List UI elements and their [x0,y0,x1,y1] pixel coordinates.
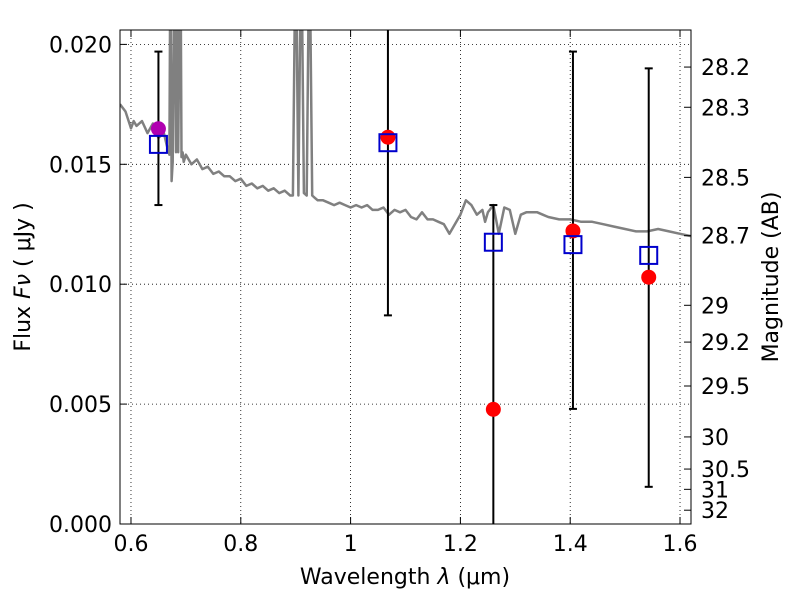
magnitude-tick-label: 29.2 [701,331,750,356]
y-tick-label: 0.005 [49,393,112,418]
model-point [639,245,659,265]
grid [120,30,691,525]
model-points [148,133,659,265]
model-point [563,235,583,255]
x-tick-label: 0.8 [223,532,258,557]
tick-labels: 0.6 0.8 1 1.2 1.4 1.6 0.000 0.005 0.010 0.015 0.02… [49,33,750,557]
plot-frame [119,29,692,525]
x-tick-label: 1.2 [443,532,478,557]
x-tick-label: 1.6 [663,532,698,557]
magnitude-tick-label: 29.5 [701,375,750,400]
model-point [148,134,168,154]
y-tick-label: 0.020 [49,33,112,58]
magnitude-tick-label: 30 [701,426,729,451]
magnitude-tick-label: 28.5 [701,166,750,191]
observed-point [150,121,166,137]
observed-point [380,129,396,145]
magnitude-tick-label: 32 [701,499,729,524]
error-bars [154,30,653,524]
x-tick-label: 1 [344,532,358,557]
magnitude-tick-label: 30.5 [701,458,750,483]
magnitude-tick-label: 28.3 [701,96,750,121]
axis-ticks [120,30,691,525]
magnitude-tick-label: 28.2 [701,56,750,81]
model-spectrum-line [120,30,691,238]
y-tick-label: 0.000 [49,513,112,538]
magnitude-tick-label: 29 [701,294,729,319]
y-tick-label: 0.010 [49,273,112,298]
model-point [483,232,503,252]
observed-point [641,269,657,285]
observed-point [485,401,501,417]
x-tick-label: 0.6 [113,532,148,557]
plot-area [120,30,691,524]
magnitude-tick-label: 28.7 [701,225,750,250]
y-tick-label: 0.015 [49,153,112,178]
y-axis-label: Flux Fν ( μJy ) [11,202,36,351]
model-point [378,133,398,153]
x-axis-label: Wavelength λ (μm) [300,565,510,590]
observed-points [150,121,657,417]
observed-point [565,223,581,239]
x-tick-label: 1.4 [553,532,588,557]
magnitude-tick-label: 31 [701,478,729,503]
y2-axis-label: Magnitude (AB) [759,192,784,363]
